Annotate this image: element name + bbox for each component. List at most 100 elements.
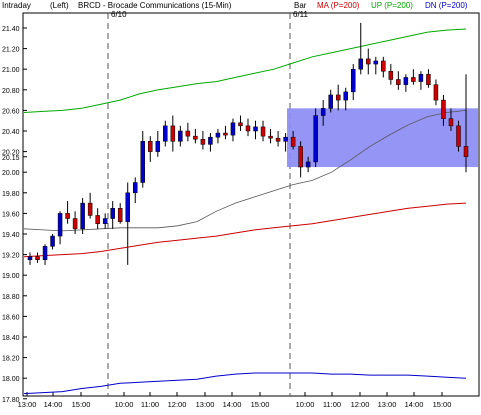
candle xyxy=(245,118,251,137)
x-tick-label: 14:00 xyxy=(44,400,63,409)
candle-body xyxy=(170,125,176,142)
candle xyxy=(298,141,303,178)
x-tick-label: 10:00 xyxy=(296,400,315,409)
candle-body xyxy=(132,182,138,194)
candle-body xyxy=(245,125,251,132)
candle xyxy=(283,133,288,152)
candle xyxy=(27,252,33,265)
price-average-line xyxy=(23,110,467,232)
grid-layer xyxy=(23,13,443,400)
candle-body xyxy=(80,202,85,230)
candle-body xyxy=(148,141,153,152)
x-tick-label: 13:00 xyxy=(196,400,215,409)
candle xyxy=(253,120,258,140)
candle xyxy=(343,87,348,111)
candle-body xyxy=(463,146,469,157)
candle xyxy=(433,79,439,106)
candle-body xyxy=(418,74,424,82)
candle-body xyxy=(426,74,431,85)
candle-body xyxy=(42,246,48,261)
candle-body xyxy=(441,99,446,119)
y-tick-label: 18.20 xyxy=(2,356,20,363)
candle-body xyxy=(208,136,213,145)
candle xyxy=(358,22,364,75)
candle xyxy=(42,244,48,265)
candle-body xyxy=(373,60,379,65)
candle xyxy=(178,125,183,147)
candle-body xyxy=(358,58,364,70)
candle-body xyxy=(117,208,123,222)
x-tick-label: 15:00 xyxy=(72,400,91,409)
candle xyxy=(140,131,146,188)
y-tick-label: 21.20 xyxy=(2,47,20,54)
x-tick-label: 14:00 xyxy=(405,400,424,409)
candle-body xyxy=(388,71,394,80)
candle-body xyxy=(320,108,326,116)
candle-body xyxy=(163,125,168,142)
candle xyxy=(418,71,424,90)
candle xyxy=(155,131,161,157)
x-tick-label: 10:00 xyxy=(115,400,134,409)
candle xyxy=(163,120,168,147)
candle xyxy=(200,131,206,150)
candle-body xyxy=(230,122,236,136)
candle-body xyxy=(35,256,40,261)
y-tick-label: 17.80 xyxy=(2,397,20,404)
axis-labels: 21.40 21.20 21.00 20.80 20.60 20.40 20.2020.15… xyxy=(2,10,451,409)
candle xyxy=(102,213,108,229)
candle xyxy=(215,128,221,144)
candle-body xyxy=(155,141,161,152)
y-tick-label: 20.00 xyxy=(2,170,20,177)
candle xyxy=(72,211,78,234)
candle xyxy=(35,252,40,263)
legend-ma: MA (P=200) xyxy=(317,1,360,10)
lower-band-line xyxy=(23,372,467,395)
candle-body xyxy=(72,218,78,230)
candle-body xyxy=(350,68,356,93)
candle-body xyxy=(305,161,311,168)
plot-frame xyxy=(22,12,480,397)
candle xyxy=(373,56,379,75)
y-tick-label: 19.80 xyxy=(2,191,20,198)
y-tick-label: 18.60 xyxy=(2,314,20,321)
highlight-layer xyxy=(287,108,478,168)
session-date-label: 6/11 xyxy=(293,10,309,19)
candle xyxy=(87,192,93,219)
x-tick-label: 11:00 xyxy=(141,400,159,409)
candle xyxy=(170,115,176,152)
candle xyxy=(50,234,55,250)
candle-body xyxy=(223,132,228,136)
candle-body xyxy=(110,208,115,219)
candle xyxy=(366,48,371,75)
candle xyxy=(275,131,281,147)
x-tick-label: 15:00 xyxy=(433,400,452,409)
candle xyxy=(456,120,461,152)
candle-body xyxy=(140,141,146,183)
candle-body xyxy=(275,137,281,142)
candle-body xyxy=(253,126,258,132)
candle-body xyxy=(178,130,183,142)
y-tick-label: 19.40 xyxy=(2,232,20,239)
y-tick-label: 20.20 xyxy=(2,150,20,157)
candle xyxy=(305,156,311,173)
x-tick-label: 12:00 xyxy=(168,400,187,409)
legend-dn: DN (P=200) xyxy=(425,1,468,10)
candle xyxy=(335,84,341,111)
candle xyxy=(313,108,318,168)
x-tick-label: 13:00 xyxy=(378,400,397,409)
indicator-lines xyxy=(23,28,467,395)
candle xyxy=(350,64,356,101)
candle-body xyxy=(343,91,348,101)
candle xyxy=(328,89,333,113)
candle xyxy=(411,69,416,85)
candle xyxy=(260,120,266,142)
candle xyxy=(223,125,228,140)
candle xyxy=(268,128,273,144)
moving-average-line xyxy=(23,202,467,258)
candle xyxy=(388,64,394,85)
y-tick-label: 19.60 xyxy=(2,211,20,218)
candle xyxy=(320,100,326,126)
x-tick-label: 11:00 xyxy=(323,400,341,409)
